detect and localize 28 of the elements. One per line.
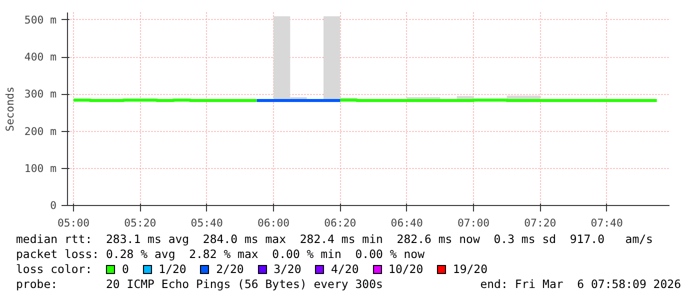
y-tick-label: 0 [50,199,57,212]
x-tick-label: 07:40 [590,216,623,230]
y-axis-title: Seconds [3,86,16,132]
x-tick-label: 06:00 [257,216,290,230]
y-tick-label: 100 m [24,162,56,175]
legend-title: loss color: [16,262,92,276]
y-tick-label: 500 m [24,13,56,26]
x-tick-label: 05:20 [124,216,156,230]
text: median rtt: 283.1 ms avg 284.0 ms max 282.4 ms min 282.6 ms now 0.3 ms sd 917.0 am/s [16,232,654,247]
legend-label: 2/20 [216,262,244,276]
x-tick-label: 07:20 [524,216,556,230]
x-tick-label: 05:00 [57,216,90,230]
y-tick-label: 400 m [24,50,56,64]
y-tick-label: 300 m [24,88,56,101]
legend-label: 0 [122,262,129,276]
text: packet loss: 0.28 % avg 2.82 % max 0.00 % min 0.00 % now [16,247,426,262]
text: end: Fri Mar 6 07:58:09 2026 [480,277,681,292]
legend-label: 10/20 [388,262,424,276]
x-tick-label: 06:20 [324,216,356,230]
x-tick-label: 06:40 [390,216,423,230]
x-tick-label: 05:40 [190,216,223,230]
x-tick-label: 07:00 [457,216,490,230]
legend-label: 4/20 [331,262,359,276]
legend-label: 1/20 [158,262,186,276]
text: probe: 20 ICMP Echo Pings (56 Bytes) every 300s [16,277,383,292]
y-tick-label: 200 m [24,124,56,138]
legend-label: 19/20 [452,262,488,276]
legend-label: 3/20 [274,262,302,276]
